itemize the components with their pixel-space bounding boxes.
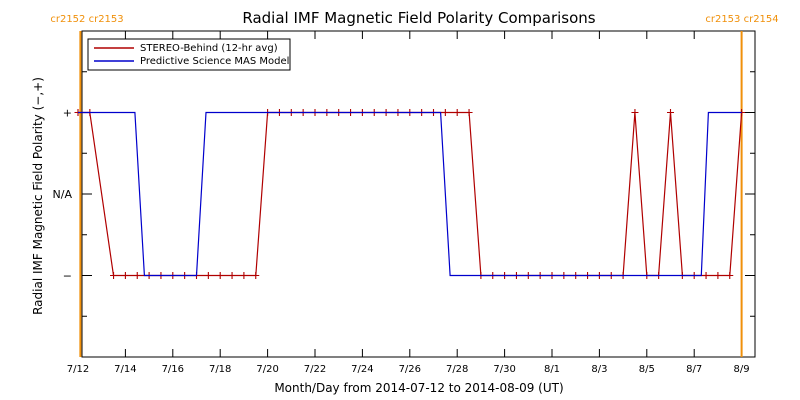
x-tick-label: 7/24 [351,364,373,375]
x-tick-label: 7/16 [162,364,184,375]
x-tick-label: 8/3 [591,364,607,375]
x-tick-label: 7/30 [493,364,515,375]
x-tick-label: 8/5 [639,364,655,375]
x-tick-label: 7/18 [209,364,231,375]
stereo-data-point [204,272,212,279]
x-axis-title: Month/Day from 2014-07-12 to 2014-08-09 … [274,381,563,395]
stereo-data-point [133,272,141,279]
x-tick-label: 7/12 [67,364,89,375]
legend: STEREO-Behind (12-hr avg) Predictive Sci… [87,38,291,71]
x-tick-label: 7/20 [256,364,278,375]
y-axis-ticks: + N/A − [53,71,755,317]
chart-title: Radial IMF Magnetic Field Polarity Compa… [242,9,595,27]
stereo-data-point [240,272,248,279]
stereo-data-point [228,272,236,279]
carrington-rotation-labels: cr2152 cr2153 cr2153 cr2154 [50,14,778,25]
x-tick-label: 8/9 [734,364,750,375]
carrington-label-left: cr2152 cr2153 [50,14,123,25]
stereo-data-point [702,272,710,279]
x-tick-label: 7/14 [114,364,136,375]
stereo-data-point [252,272,260,279]
series-layer [74,109,746,279]
stereo-data-point [110,272,118,279]
x-tick-label: 8/7 [686,364,702,375]
stereo-data-point [726,272,734,279]
legend-label-stereo: STEREO-Behind (12-hr avg) [140,43,278,54]
x-tick-label: 8/1 [544,364,560,375]
x-tick-label: 7/26 [399,364,421,375]
stereo-data-point [465,109,473,116]
stereo-data-point [631,109,639,116]
carrington-label-right: cr2153 cr2154 [705,14,778,25]
stereo-data-point [714,272,722,279]
y-tick-label: N/A [53,188,73,201]
y-tick-label: + [63,107,72,120]
legend-label-model: Predictive Science MAS Model [140,56,289,67]
stereo-data-point [216,272,224,279]
carrington-boundaries [79,31,743,357]
plot-frame [81,30,756,358]
stereo-behind-line [78,111,743,277]
x-tick-label: 7/28 [446,364,468,375]
legend-box [87,38,291,71]
stereo-data-point [441,109,449,116]
stereo-data-point [667,109,674,116]
x-axis-ticks: 7/12 7/14 7/16 7/18 7/20 7/22 7/24 7/26 7/28 7/30… [67,31,750,375]
stereo-data-point [121,272,129,279]
mas-model-line [78,111,742,277]
y-axis-title: Radial IMF Magnetic Field Polarity (−,+) [31,77,45,315]
x-tick-label: 7/22 [304,364,326,375]
stereo-data-point [453,109,461,116]
y-tick-label: − [63,270,72,283]
